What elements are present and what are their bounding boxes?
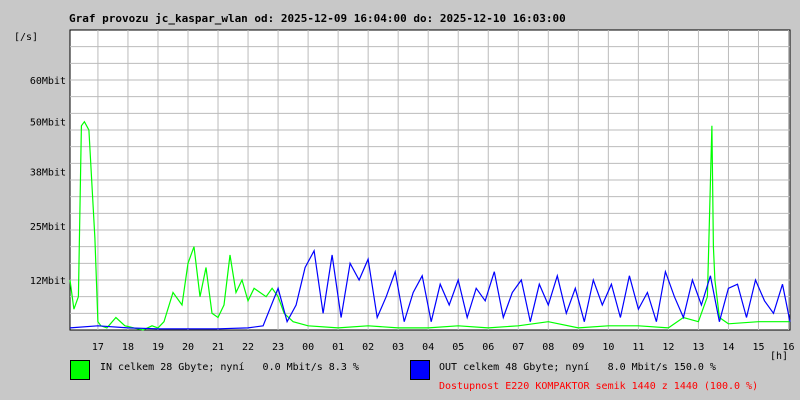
series-layer (69, 120, 791, 331)
x-tick-label: 19 (152, 342, 164, 353)
x-tick-label: 14 (722, 342, 734, 353)
y-tick-label: 38Mbit (30, 168, 66, 179)
legend-out-swatch (410, 360, 430, 380)
x-tick-label: 22 (242, 342, 254, 353)
x-tick-label: 07 (512, 342, 524, 353)
chart-title: Graf provozu jc_kaspar_wlan od: 2025-12-… (69, 12, 566, 25)
y-ticks: 12Mbit 25Mbit 38Mbit 50Mbit 60Mbit (30, 76, 66, 287)
x-tick-label: 21 (212, 342, 224, 353)
x-axis-label: [h] (770, 351, 788, 362)
x-tick-label: 08 (542, 342, 554, 353)
legend-in-swatch (70, 360, 90, 380)
series-in-line (69, 120, 790, 331)
y-axis-label: [/s] (14, 32, 38, 43)
legend-in-text: IN celkem 28 Gbyte; nyní 0.0 Mbit/s 8.3 … (100, 362, 359, 373)
x-tick-label: 05 (452, 342, 464, 353)
x-tick-label: 12 (662, 342, 674, 353)
x-tick-label: 11 (632, 342, 644, 353)
x-tick-label: 10 (602, 342, 614, 353)
y-tick-label: 25Mbit (30, 222, 66, 233)
x-tick-label: 20 (182, 342, 194, 353)
y-tick-label: 60Mbit (30, 76, 66, 87)
x-tick-label: 01 (332, 342, 344, 353)
x-tick-label: 16 (782, 342, 794, 353)
x-tick-label: 02 (362, 342, 374, 353)
x-tick-label: 03 (392, 342, 404, 353)
y-tick-label: 12Mbit (30, 276, 66, 287)
series-out-line (69, 248, 791, 330)
y-tick-label: 50Mbit (30, 118, 66, 129)
x-tick-label: 17 (92, 342, 104, 353)
x-ticks: 17 18 19 20 21 22 23 00 01 02 03 04 05 06 07 08 09 10 11 12… (92, 342, 795, 353)
x-tick-label: 13 (692, 342, 704, 353)
x-tick-label: 23 (272, 342, 284, 353)
availability-text: Dostupnost E220 KOMPAKTOR semik 1440 z 1… (439, 381, 759, 392)
x-tick-label: 18 (122, 342, 134, 353)
x-tick-label: 04 (422, 342, 434, 353)
x-tick-label: 00 (302, 342, 314, 353)
x-tick-label: 15 (752, 342, 764, 353)
legend-out-text: OUT celkem 48 Gbyte; nyní 8.0 Mbit/s 150… (439, 362, 716, 373)
x-tick-label: 09 (572, 342, 584, 353)
x-tick-label: 06 (482, 342, 494, 353)
